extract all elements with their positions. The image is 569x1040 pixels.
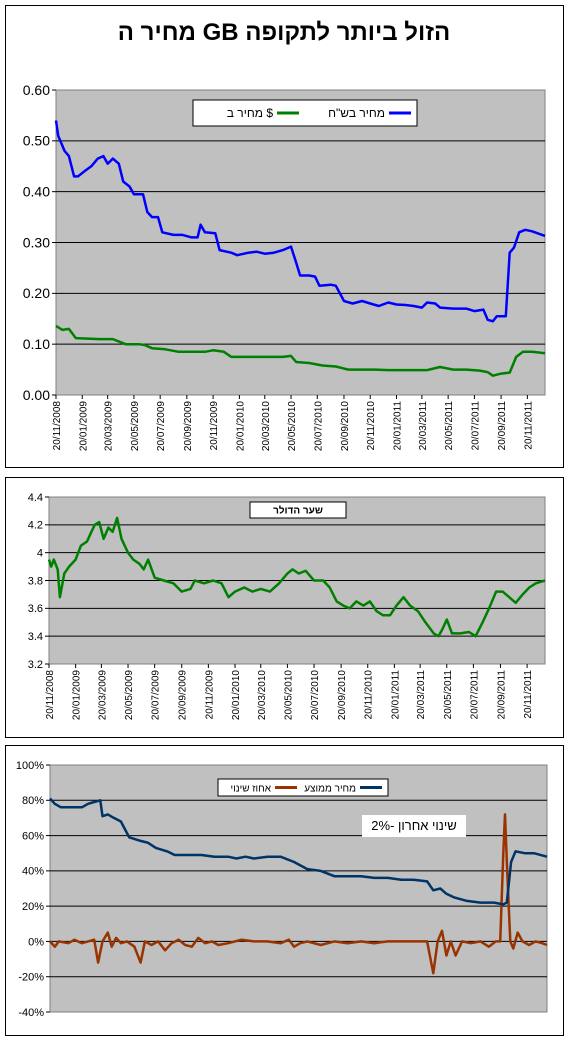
x-tick-label: 20/03/2011 — [416, 670, 427, 720]
x-tick-label: 20/11/2011 — [523, 401, 534, 450]
y-tick-label: 0.10 — [23, 336, 50, 352]
y-tick-label: 100% — [16, 760, 44, 772]
x-tick-label: 20/05/2010 — [287, 401, 298, 451]
legend-box — [192, 99, 418, 127]
y-tick-label: 3.6 — [28, 603, 43, 615]
x-tick-label: 20/11/2011 — [523, 670, 534, 719]
y-tick-label: 0.20 — [23, 285, 50, 301]
y-tick-label: 4.4 — [28, 492, 43, 504]
series-line-1 — [55, 324, 546, 377]
series-line-2 — [49, 797, 548, 906]
y-tick-label: 40% — [22, 866, 44, 878]
legend-label: אחוז שינוי — [231, 784, 272, 795]
chart-2-svg: 3.2 3.4 3.6 3.8 4 4.2 4.4 20/11/2008 20/01/2009 2… — [28, 492, 546, 720]
chart-title: מחיר ה GB הזול ביותר לתקופה — [118, 19, 451, 46]
x-tick-label: 20/09/2010 — [337, 670, 348, 720]
x-tick-label: 20/05/2011 — [444, 401, 455, 451]
chart-1-svg: מחיר ה GB הזול ביותר לתקופה 0.00 0.10 0.20 0… — [23, 19, 546, 451]
x-tick-label: 20/01/2011 — [390, 670, 401, 720]
y-tick-label: -40% — [18, 1007, 44, 1019]
x-tick-label: 20/11/2009 — [209, 401, 220, 451]
x-tick-label: 20/03/2010 — [261, 401, 272, 451]
x-tick-label: 20/07/2010 — [310, 670, 321, 720]
y-tick-label: 0.40 — [23, 184, 50, 200]
y-tick-label: 0.30 — [23, 234, 50, 250]
y-tick-label: 0% — [28, 936, 44, 948]
legend-label: מחיר ב $ — [227, 106, 274, 120]
y-tick-label: 3.8 — [28, 575, 43, 587]
x-tick-label: 20/01/2009 — [78, 401, 89, 451]
x-tick-label: 20/11/2008 — [45, 670, 56, 720]
x-tick-label: 20/09/2011 — [497, 401, 508, 451]
x-tick-label: 20/09/2009 — [183, 401, 194, 451]
x-tick-label: 20/03/2009 — [104, 401, 115, 451]
x-tick-label: 20/01/2009 — [72, 670, 83, 720]
y-tick-label: 3.4 — [28, 631, 43, 643]
y-tick-label: 4 — [37, 548, 43, 560]
y-tick-label: 0.00 — [23, 387, 50, 403]
x-tick-label: 20/01/2010 — [231, 670, 242, 720]
x-tick-label: 20/07/2009 — [156, 401, 167, 451]
chart-average-price-change: -40% -20% 0% 20% 40% 60% 80% 100% אחוז שינוי מחיר… — [5, 745, 564, 1036]
x-tick-label: 20/11/2009 — [204, 670, 215, 720]
legend-label: מחיר בש"ח — [328, 106, 385, 120]
x-tick-label: 20/07/2011 — [469, 670, 480, 720]
y-tick-label: 20% — [22, 901, 44, 913]
y-tick-label: 3.2 — [28, 659, 43, 671]
x-tick-label: 20/07/2010 — [313, 401, 324, 451]
series-line-1 — [49, 813, 548, 975]
x-tick-label: 20/07/2009 — [151, 670, 162, 720]
chart-cheapest-gb-price: מחיר ה GB הזול ביותר לתקופה 0.00 0.10 0.20 0… — [5, 5, 564, 468]
x-tick-label: 20/11/2010 — [364, 670, 375, 720]
series-line-1 — [47, 516, 546, 638]
x-tick-label: 20/03/2011 — [418, 401, 429, 451]
y-tick-label: -20% — [18, 972, 44, 984]
legend-box — [217, 778, 389, 797]
x-tick-label: 20/05/2011 — [443, 670, 454, 720]
plot-area — [49, 764, 548, 1013]
legend-box — [249, 501, 347, 519]
x-tick-label: 20/01/2010 — [235, 401, 246, 451]
chart-dollar-rate: 3.2 3.4 3.6 3.8 4 4.2 4.4 20/11/2008 20/01/2009 2… — [5, 477, 564, 738]
legend-label: שער הדולר — [273, 505, 323, 517]
x-tick-label: 20/01/2011 — [392, 401, 403, 451]
x-tick-label: 20/07/2011 — [470, 401, 481, 451]
annotation-label: שינוי אחרון -2% — [371, 818, 456, 833]
y-tick-label: 0.60 — [23, 82, 50, 98]
x-tick-label: 20/05/2009 — [124, 670, 135, 720]
x-tick-label: 20/05/2009 — [130, 401, 141, 451]
x-tick-label: 20/03/2009 — [97, 670, 108, 720]
x-tick-label: 20/11/2008 — [52, 401, 63, 451]
y-tick-label: 80% — [22, 795, 44, 807]
y-tick-label: 4.2 — [28, 520, 43, 532]
annotation-box — [362, 815, 466, 837]
series-line-2 — [54, 120, 546, 323]
x-tick-label: 20/09/2011 — [496, 670, 507, 720]
y-tick-label: 0.50 — [23, 133, 50, 149]
chart-3-svg: -40% -20% 0% 20% 40% 60% 80% 100% אחוז שינוי מחיר… — [16, 760, 548, 1019]
y-tick-label: 60% — [22, 830, 44, 842]
x-tick-label: 20/11/2010 — [366, 401, 377, 451]
x-tick-label: 20/09/2010 — [340, 401, 351, 451]
x-tick-label: 20/05/2010 — [283, 670, 294, 720]
legend-label: מחיר ממוצע — [304, 784, 356, 795]
x-tick-label: 20/03/2010 — [257, 670, 268, 720]
x-tick-label: 20/09/2009 — [178, 670, 189, 720]
